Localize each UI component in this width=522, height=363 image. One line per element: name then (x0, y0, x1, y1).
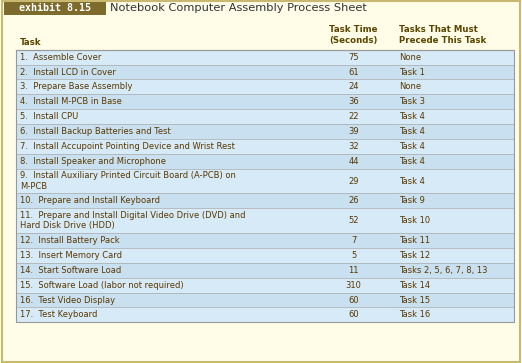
Text: 11.  Prepare and Install Digital Video Drive (DVD) and
Hard Disk Drive (HDD): 11. Prepare and Install Digital Video Dr… (20, 211, 245, 231)
FancyBboxPatch shape (16, 307, 514, 322)
FancyBboxPatch shape (16, 293, 514, 307)
Text: 52: 52 (348, 216, 359, 225)
Text: 1.  Assemble Cover: 1. Assemble Cover (20, 53, 101, 62)
Text: Task 16: Task 16 (399, 310, 431, 319)
Text: Task 15: Task 15 (399, 295, 431, 305)
Text: 5.  Install CPU: 5. Install CPU (20, 112, 78, 121)
Text: 60: 60 (348, 310, 359, 319)
Text: 60: 60 (348, 295, 359, 305)
Text: 8.  Install Speaker and Microphone: 8. Install Speaker and Microphone (20, 157, 166, 166)
Text: Task 3: Task 3 (399, 97, 425, 106)
FancyBboxPatch shape (16, 50, 514, 65)
Text: Task 12: Task 12 (399, 251, 431, 260)
FancyBboxPatch shape (16, 139, 514, 154)
FancyBboxPatch shape (16, 169, 514, 193)
Text: 6.  Install Backup Batteries and Test: 6. Install Backup Batteries and Test (20, 127, 171, 136)
Text: Task 11: Task 11 (399, 236, 431, 245)
Text: 2.  Install LCD in Cover: 2. Install LCD in Cover (20, 68, 116, 77)
Text: Task 4: Task 4 (399, 177, 425, 185)
Text: Tasks That Must
Precede This Task: Tasks That Must Precede This Task (399, 25, 487, 45)
FancyBboxPatch shape (16, 154, 514, 169)
Text: 7.  Install Accupoint Pointing Device and Wrist Rest: 7. Install Accupoint Pointing Device and… (20, 142, 235, 151)
Text: Task 4: Task 4 (399, 157, 425, 166)
Text: 39: 39 (348, 127, 359, 136)
Text: Task 10: Task 10 (399, 216, 431, 225)
FancyBboxPatch shape (16, 109, 514, 124)
Text: 29: 29 (348, 177, 359, 185)
Text: 75: 75 (348, 53, 359, 62)
Text: exhibit 8.15: exhibit 8.15 (19, 3, 91, 13)
FancyBboxPatch shape (16, 263, 514, 278)
FancyBboxPatch shape (16, 233, 514, 248)
FancyBboxPatch shape (16, 208, 514, 233)
Text: None: None (399, 53, 421, 62)
Text: 36: 36 (348, 97, 359, 106)
Text: 14.  Start Software Load: 14. Start Software Load (20, 266, 121, 275)
Text: Task: Task (20, 38, 41, 47)
Text: Task 4: Task 4 (399, 142, 425, 151)
Text: 24: 24 (348, 82, 359, 91)
FancyBboxPatch shape (16, 79, 514, 94)
Text: 15.  Software Load (labor not required): 15. Software Load (labor not required) (20, 281, 183, 290)
Text: 9.  Install Auxiliary Printed Circuit Board (A-PCB) on
M-PCB: 9. Install Auxiliary Printed Circuit Boa… (20, 171, 236, 191)
FancyBboxPatch shape (4, 1, 106, 15)
Text: 10.  Prepare and Install Keyboard: 10. Prepare and Install Keyboard (20, 196, 160, 205)
Text: 22: 22 (348, 112, 359, 121)
FancyBboxPatch shape (16, 94, 514, 109)
Text: 11: 11 (348, 266, 359, 275)
Text: 13.  Insert Memory Card: 13. Insert Memory Card (20, 251, 122, 260)
FancyBboxPatch shape (16, 124, 514, 139)
Text: 7: 7 (351, 236, 357, 245)
Text: None: None (399, 82, 421, 91)
Text: 12.  Install Battery Pack: 12. Install Battery Pack (20, 236, 120, 245)
FancyBboxPatch shape (16, 278, 514, 293)
Text: 61: 61 (348, 68, 359, 77)
Text: Task 4: Task 4 (399, 112, 425, 121)
Text: 26: 26 (348, 196, 359, 205)
Text: 3.  Prepare Base Assembly: 3. Prepare Base Assembly (20, 82, 133, 91)
Text: Task 14: Task 14 (399, 281, 431, 290)
Text: 16.  Test Video Display: 16. Test Video Display (20, 295, 115, 305)
Text: 310: 310 (346, 281, 362, 290)
Text: Task 4: Task 4 (399, 127, 425, 136)
Text: Notebook Computer Assembly Process Sheet: Notebook Computer Assembly Process Sheet (110, 3, 366, 13)
Text: Task Time
(Seconds): Task Time (Seconds) (329, 25, 378, 45)
Text: 5: 5 (351, 251, 357, 260)
FancyBboxPatch shape (16, 193, 514, 208)
Text: Task 9: Task 9 (399, 196, 425, 205)
FancyBboxPatch shape (16, 24, 514, 50)
Text: Tasks 2, 5, 6, 7, 8, 13: Tasks 2, 5, 6, 7, 8, 13 (399, 266, 488, 275)
Text: 4.  Install M-PCB in Base: 4. Install M-PCB in Base (20, 97, 122, 106)
Text: 17.  Test Keyboard: 17. Test Keyboard (20, 310, 97, 319)
Text: 32: 32 (348, 142, 359, 151)
FancyBboxPatch shape (16, 65, 514, 79)
Text: Task 1: Task 1 (399, 68, 425, 77)
Text: 44: 44 (348, 157, 359, 166)
FancyBboxPatch shape (16, 248, 514, 263)
